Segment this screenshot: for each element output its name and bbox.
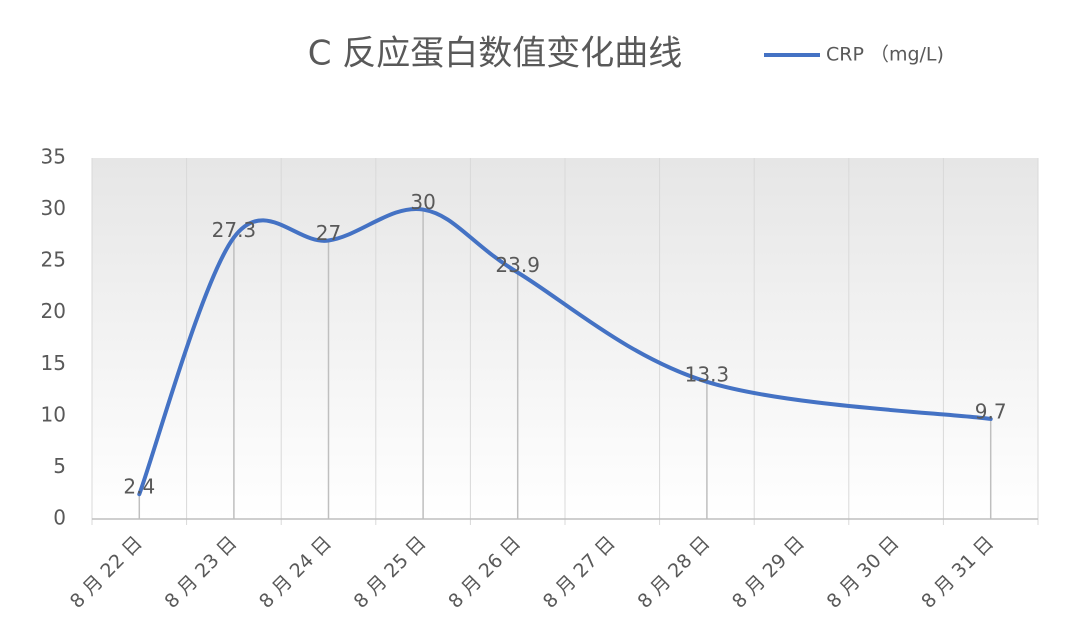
data-label: 9.7 xyxy=(975,399,1007,423)
x-tick-label: 8 月 22 日 xyxy=(66,532,147,613)
data-label: 27.3 xyxy=(212,218,257,242)
x-tick-label: 8 月 29 日 xyxy=(728,532,809,613)
y-tick-label: 5 xyxy=(53,454,66,478)
x-tick-label: 8 月 30 日 xyxy=(823,532,904,613)
y-tick-label: 10 xyxy=(41,402,66,426)
data-label: 2.4 xyxy=(123,475,155,499)
x-tick-label: 8 月 31 日 xyxy=(917,532,998,613)
data-label: 23.9 xyxy=(495,253,540,277)
y-tick-label: 30 xyxy=(41,196,66,220)
x-tick-label: 8 月 24 日 xyxy=(255,532,336,613)
line xyxy=(137,206,993,497)
x-tick-label: 8 月 23 日 xyxy=(160,532,241,613)
data-label: 30 xyxy=(410,190,435,214)
chart-title: C 反应蛋白数值变化曲线 xyxy=(308,34,683,74)
y-tick-label: 0 xyxy=(53,506,66,530)
y-tick-label: 15 xyxy=(41,351,66,375)
data-label: 27 xyxy=(316,221,341,245)
x-tick-label: 8 月 25 日 xyxy=(350,532,431,613)
x-tick-label: 8 月 27 日 xyxy=(539,532,620,613)
y-tick-label: 35 xyxy=(41,145,66,169)
y-tick-label: 20 xyxy=(41,299,66,323)
x-tick-label: 8 月 26 日 xyxy=(444,532,525,613)
y-tick-label: 25 xyxy=(41,248,66,272)
x-tick-label: 8 月 28 日 xyxy=(633,532,714,613)
data-label: 13.3 xyxy=(685,362,730,386)
legend-label: CRP （mg/L) xyxy=(826,44,944,66)
